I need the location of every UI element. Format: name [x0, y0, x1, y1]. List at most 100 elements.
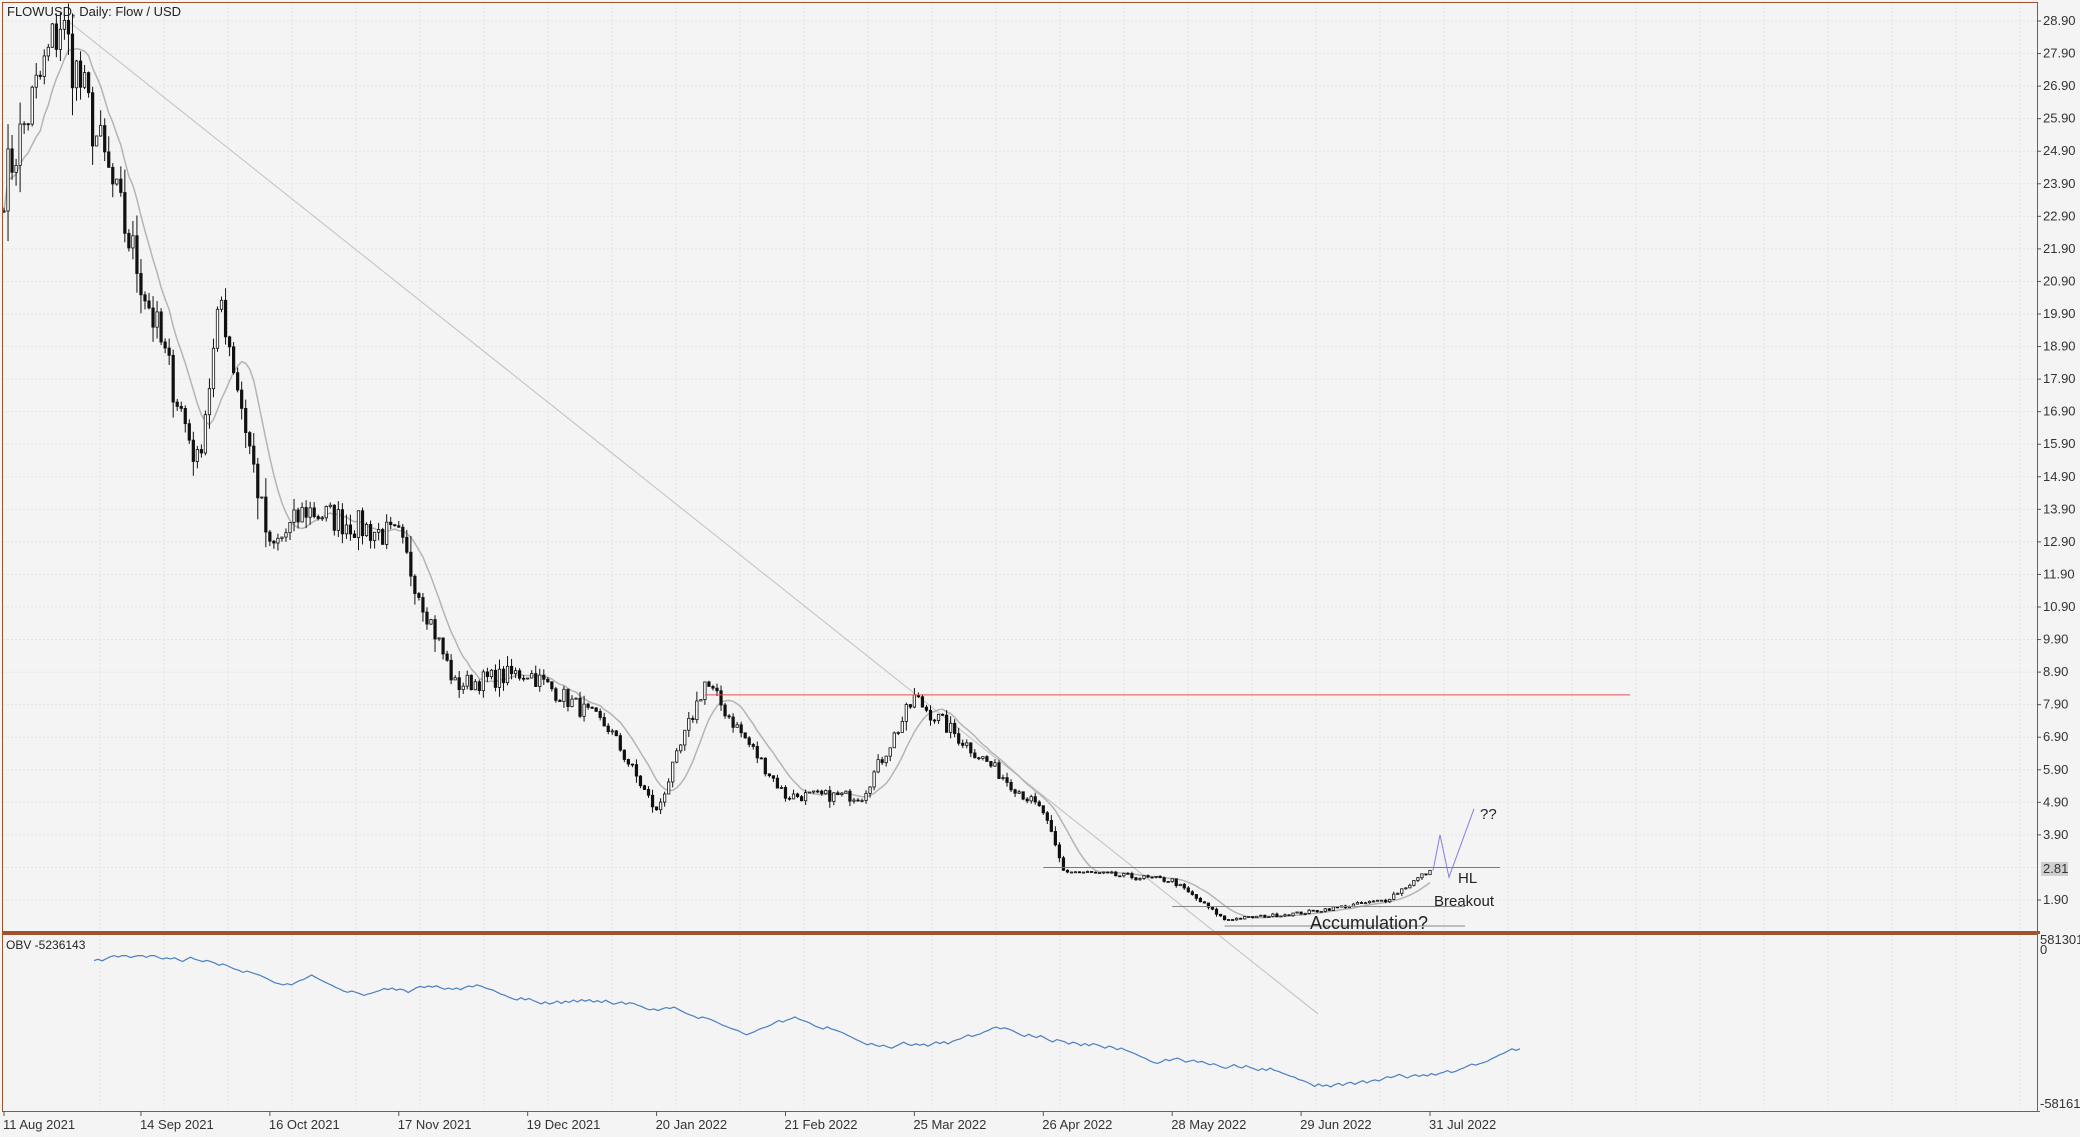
- candle-body: [1323, 908, 1327, 912]
- candle-body: [344, 524, 349, 535]
- candle-body: [522, 677, 526, 680]
- candle-body: [606, 725, 610, 732]
- candle-body: [223, 299, 228, 338]
- candle-body: [626, 759, 630, 765]
- price-tick-label: 17.90: [2043, 371, 2076, 386]
- candle-body: [232, 346, 236, 374]
- candle-body: [1170, 878, 1174, 883]
- price-tick-label: 5.90: [2043, 762, 2068, 777]
- candle-body: [155, 311, 159, 328]
- candle-body: [1158, 875, 1162, 879]
- candle-body: [969, 742, 973, 754]
- candle-body: [477, 681, 481, 691]
- candle-body: [30, 86, 34, 125]
- candle-body: [928, 709, 933, 721]
- candle-body: [1311, 909, 1315, 912]
- candle-body: [820, 790, 824, 795]
- candle-body: [1275, 913, 1279, 918]
- grid: [3, 3, 2037, 1111]
- candle-body: [695, 700, 699, 721]
- candle-body: [22, 123, 26, 126]
- candle-body: [1118, 875, 1122, 878]
- price-tick-label: 27.90: [2043, 46, 2076, 61]
- candle-body: [1367, 900, 1372, 904]
- candle-body: [1359, 902, 1364, 904]
- candle-body: [908, 704, 912, 708]
- price-tick-label: 6.90: [2043, 729, 2068, 744]
- candle-body: [115, 178, 119, 185]
- candle-body: [1178, 883, 1182, 887]
- candle-body: [610, 730, 614, 733]
- candle-body: [401, 526, 405, 538]
- candle-body: [1005, 777, 1009, 783]
- candle-body: [824, 790, 828, 795]
- candle-body: [1090, 871, 1094, 873]
- candle-body: [284, 532, 288, 538]
- candle-body: [1098, 872, 1102, 874]
- candle-body: [135, 235, 139, 274]
- candle-body: [1150, 876, 1154, 879]
- candle-body: [473, 681, 477, 691]
- candle-body: [62, 19, 67, 30]
- candle-body: [207, 388, 212, 416]
- candle-body: [1174, 878, 1178, 887]
- candle-body: [775, 777, 780, 789]
- candle-body: [1166, 881, 1170, 883]
- candle-body: [804, 792, 808, 802]
- candle-body: [1231, 919, 1235, 921]
- candle-body: [316, 516, 320, 519]
- question-annotation: ??: [1480, 806, 1497, 823]
- candle-body: [78, 60, 83, 88]
- candle-body: [622, 749, 626, 760]
- candle-body: [586, 703, 590, 708]
- candle-body: [1013, 789, 1017, 794]
- candle-body: [844, 790, 848, 794]
- candle-body: [997, 762, 1001, 779]
- candle-body: [1371, 900, 1376, 903]
- candle-body: [469, 674, 473, 691]
- candle-body: [280, 536, 284, 539]
- time-tick-label: 11 Aug 2021: [3, 1117, 75, 1132]
- candle-body: [465, 674, 469, 687]
- price-tick-label: 4.90: [2043, 794, 2068, 809]
- candle-body: [1126, 872, 1130, 875]
- candle-body: [570, 698, 574, 707]
- candle-body: [1400, 888, 1404, 894]
- candle-body: [236, 372, 240, 391]
- price-tick-label: 1.90: [2043, 892, 2068, 907]
- candle-body: [650, 794, 655, 808]
- price-tick-label: 15.90: [2043, 436, 2076, 451]
- candle-body: [852, 799, 856, 802]
- candle-body: [614, 730, 618, 737]
- candle-body: [58, 28, 63, 50]
- price-tick-label: 10.90: [2043, 599, 2076, 614]
- current-price-tag: [2041, 862, 2068, 876]
- candle-body: [1065, 869, 1070, 873]
- candle-body: [1202, 901, 1207, 904]
- candle-body: [1130, 873, 1134, 879]
- candle-body: [1198, 897, 1202, 903]
- candle-body: [360, 510, 365, 537]
- candle-body: [1142, 875, 1146, 879]
- candle-body: [1271, 913, 1275, 917]
- candle-body: [397, 525, 401, 528]
- candle-body: [1182, 883, 1186, 889]
- candle-body: [348, 524, 353, 535]
- candle-body: [534, 673, 538, 687]
- candle-body: [26, 123, 30, 126]
- candle-body: [46, 46, 50, 57]
- moving-average-path: [3, 47, 1431, 919]
- candle-body: [10, 148, 14, 173]
- candle-body: [1053, 831, 1057, 846]
- candle-body: [759, 757, 763, 760]
- candle-body: [187, 423, 191, 441]
- candle-body: [900, 721, 904, 733]
- candle-body: [1061, 857, 1066, 871]
- candle-body: [1021, 791, 1025, 800]
- candle-body: [304, 507, 308, 518]
- candle-body: [799, 796, 804, 802]
- candle-body: [74, 60, 79, 89]
- candle-body: [147, 300, 151, 309]
- candle-body: [892, 732, 896, 749]
